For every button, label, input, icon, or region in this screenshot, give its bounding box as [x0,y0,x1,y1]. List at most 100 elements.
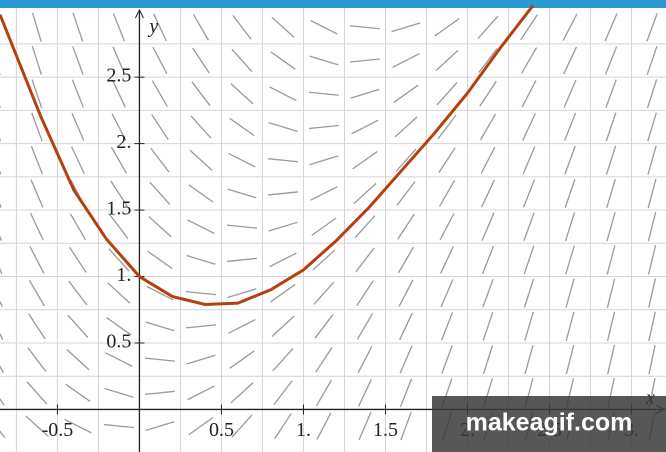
slope-segment [147,250,173,270]
slope-segment [30,179,44,208]
slope-segment [434,18,460,37]
slope-segment [523,278,535,308]
x-tick-label: -0.5 [42,419,74,441]
slope-segment [313,281,335,305]
slope-segment [227,188,257,199]
slope-segment [27,347,47,372]
slope-segment [312,249,336,271]
slope-segment [273,380,293,406]
slope-segment [31,79,43,109]
slope-segment [393,84,419,103]
top-bar [0,0,666,8]
slope-segment [231,48,253,73]
y-tick-label: 1. [116,264,131,286]
slope-segment [72,46,84,75]
slope-segment [316,412,332,440]
slope-segment [482,278,494,308]
slope-segment [105,352,133,367]
slope-segment [440,312,454,341]
slope-segment [109,214,129,240]
slope-segment [435,49,459,72]
slope-segment [353,182,377,205]
slope-segment [315,346,333,373]
slope-segment [0,332,4,340]
slope-segment [392,53,420,68]
slope-segment [524,311,534,341]
slope-segment [145,421,175,432]
slope-segment [268,121,298,132]
slope-segment [309,155,339,166]
slope-segment [397,213,415,240]
slope-segment [226,224,257,229]
slope-segment [646,12,658,42]
slope-segment [145,321,175,332]
x-tick-label: 0.5 [209,419,234,441]
slope-segment [563,46,578,75]
slope-segment [110,180,128,207]
slope-segment [69,247,87,273]
slope-segment [146,285,174,301]
slope-segment [29,212,44,241]
slope-segment [352,151,378,170]
slope-segment [477,15,499,39]
slope-segment [72,12,84,42]
slope-segment [565,278,575,308]
slope-segment [190,115,212,139]
slope-segment [604,13,618,42]
slope-segment [112,46,126,75]
slope-segment [185,324,216,329]
slope-segment [395,148,417,172]
slope-segment [31,112,43,142]
slope-segment [150,147,170,173]
slope-segment [111,79,126,108]
slope-segment [646,79,658,109]
slope-segment [315,379,333,407]
slope-segment [107,282,131,304]
slope-segment [30,146,44,175]
x-tick-label: 1.5 [373,419,398,441]
slope-segment [271,16,295,38]
slope-segment [522,113,536,141]
slope-segment [350,88,380,99]
slope-segment [0,397,5,406]
slope-segment [188,416,214,436]
slope-segment [647,145,657,175]
slope-segment [308,91,339,96]
slope-segment [269,86,297,102]
slope-segment [28,313,46,340]
slope-segment [68,280,88,306]
slope-segment [230,83,254,105]
slope-segment [185,290,216,296]
slope-segment [271,315,295,337]
slope-segment [228,319,256,334]
slope-segment [355,247,375,273]
slope-segment [267,158,298,163]
slope-segment [397,246,415,274]
slope-segment [648,344,656,375]
slope-segment [314,314,334,339]
slope-segment [523,212,535,241]
slope-segment [400,411,412,441]
slope-segment [310,19,338,35]
slope-segment [64,418,92,434]
slope-segment [647,245,657,275]
slope-segment [440,246,454,274]
slope-segment [274,413,292,439]
slope-segment [564,179,576,208]
slope-segment [396,181,416,206]
slope-segment [25,415,49,437]
slope-segment [398,279,414,307]
y-arrow [134,8,144,19]
slope-segment [28,279,46,307]
slope-segment [232,14,252,40]
slope-segment [606,278,616,308]
slope-segment [563,112,577,142]
slope-segment [436,82,458,106]
slope-segment [152,46,168,75]
slope-segment [151,114,169,140]
slope-segment [563,79,577,108]
slope-segment [148,216,172,238]
slope-segment [111,113,127,141]
slope-segment [565,344,575,375]
